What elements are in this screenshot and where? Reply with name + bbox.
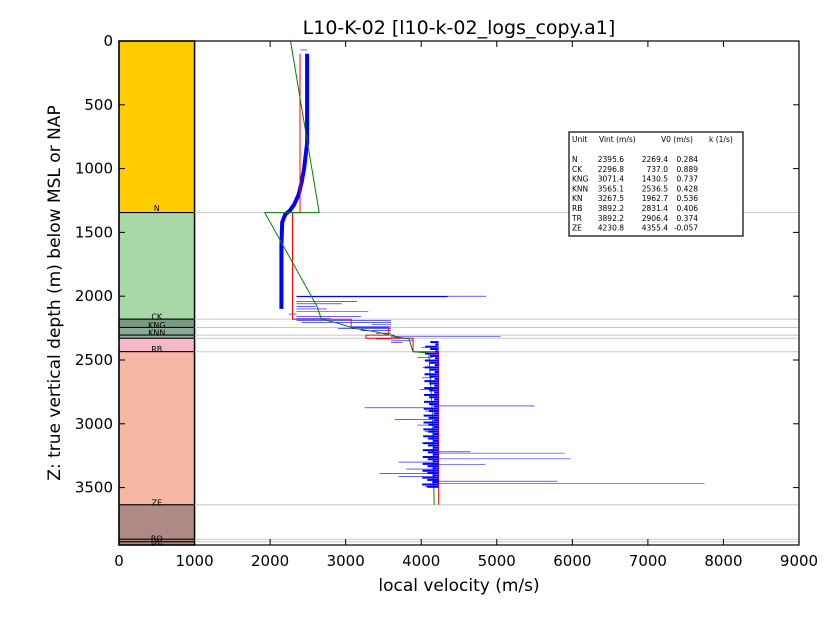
- unit-dc-label: DC: [151, 537, 163, 546]
- y-tick-label: 2000: [75, 287, 113, 305]
- y-axis-ticks: 0 500 1000 1500 2000 2500 3000 3500: [75, 32, 799, 497]
- table-cell: 1430.5: [642, 175, 668, 184]
- table-cell: N: [572, 155, 578, 164]
- table-cell: 0.889: [677, 165, 699, 174]
- table-cell: 3892.2: [598, 204, 624, 213]
- table-cell: 3267.5: [598, 194, 624, 203]
- x-tick-label: 8000: [704, 552, 742, 570]
- y-tick-label: 3000: [75, 415, 113, 433]
- table-cell: TR: [571, 214, 582, 223]
- velocity-table: Unit Vint (m/s) V0 (m/s) k (1/s) N 2395.6 2269…: [568, 131, 744, 237]
- table-cell: 1962.7: [642, 194, 668, 203]
- table-cell: 0.284: [677, 155, 699, 164]
- v0-k-linear-line: [263, 40, 435, 505]
- unit-n-band: [118, 40, 196, 214]
- table-header: Vint (m/s): [599, 135, 636, 144]
- plot-frame: [118, 40, 800, 546]
- unit-ck-label: CK: [151, 313, 163, 322]
- x-axis-ticks: 0 1000 2000 3000 4000 5000 6000 7000 8000 9000: [114, 41, 818, 570]
- x-tick-label: 0: [114, 552, 124, 570]
- x-tick-label: 1000: [175, 552, 213, 570]
- unit-tr-band: [118, 351, 196, 506]
- x-tick-label: 6000: [553, 552, 591, 570]
- x-tick-label: 3000: [327, 552, 365, 570]
- table-cell: KNN: [572, 184, 588, 193]
- table-cell: 0.428: [677, 184, 699, 193]
- table-cell: 0.406: [677, 204, 699, 213]
- table-header: k (1/s): [709, 135, 733, 144]
- unit-rb-label: RB: [151, 345, 162, 354]
- x-axis-label: local velocity (m/s): [378, 576, 539, 596]
- velocity-log-line: [279, 53, 310, 309]
- table-box: [568, 131, 744, 237]
- chart-title: L10-K-02 [l10-k-02_logs_copy.a1]: [303, 17, 616, 39]
- table-cell: 737.0: [647, 165, 669, 174]
- table-header: Unit: [572, 135, 587, 144]
- unit-n-label: N: [154, 204, 160, 213]
- y-tick-label: 3500: [75, 479, 113, 497]
- x-tick-label: 7000: [629, 552, 667, 570]
- table-cell: 4355.4: [642, 224, 668, 233]
- table-cell: 0.737: [677, 175, 699, 184]
- table-cell: 3071.4: [598, 175, 624, 184]
- table-cell: 2536.5: [642, 184, 668, 193]
- table-cell: 3565.1: [598, 184, 624, 193]
- unit-ck-band: [118, 212, 196, 320]
- table-header: V0 (m/s): [661, 135, 693, 144]
- y-tick-label: 0: [103, 32, 113, 50]
- table-cell: -0.057: [674, 224, 698, 233]
- table-cell: 0.536: [677, 194, 699, 203]
- data-series: [230, 40, 705, 505]
- table-cell: 2395.6: [598, 155, 624, 164]
- x-tick-label: 9000: [780, 552, 818, 570]
- table-cell: CK: [572, 165, 583, 174]
- unit-ro-label: RO: [151, 535, 163, 544]
- y-tick-label: 2500: [75, 351, 113, 369]
- y-tick-label: 500: [84, 96, 113, 114]
- table-cell: 3892.2: [598, 214, 624, 223]
- table-cell: RB: [572, 204, 582, 213]
- table-cell: 2906.4: [642, 214, 668, 223]
- y-tick-label: 1500: [75, 223, 113, 241]
- unit-ze-label: ZE: [152, 498, 163, 507]
- x-tick-label: 2000: [251, 552, 289, 570]
- unit-knn-label: KNN: [148, 329, 165, 338]
- table-cell: KNG: [572, 175, 589, 184]
- table-cell: ZE: [572, 224, 582, 233]
- table-cell: 2296.8: [598, 165, 624, 174]
- table-cell: 2831.4: [642, 204, 668, 213]
- unit-kng-label: KNG: [148, 321, 165, 330]
- unit-boundary-lines: [194, 212, 799, 543]
- table-cell: 4230.8: [598, 224, 624, 233]
- table-cell: KN: [572, 194, 583, 203]
- x-tick-label: 5000: [478, 552, 516, 570]
- y-axis-label: Z: true vertical depth (m) below MSL or …: [45, 105, 65, 480]
- table-cell: 2269.4: [642, 155, 668, 164]
- x-tick-label: 4000: [402, 552, 440, 570]
- vint-step-line: [292, 53, 440, 505]
- table-cell: 0.374: [677, 214, 699, 223]
- y-tick-label: 1000: [75, 160, 113, 178]
